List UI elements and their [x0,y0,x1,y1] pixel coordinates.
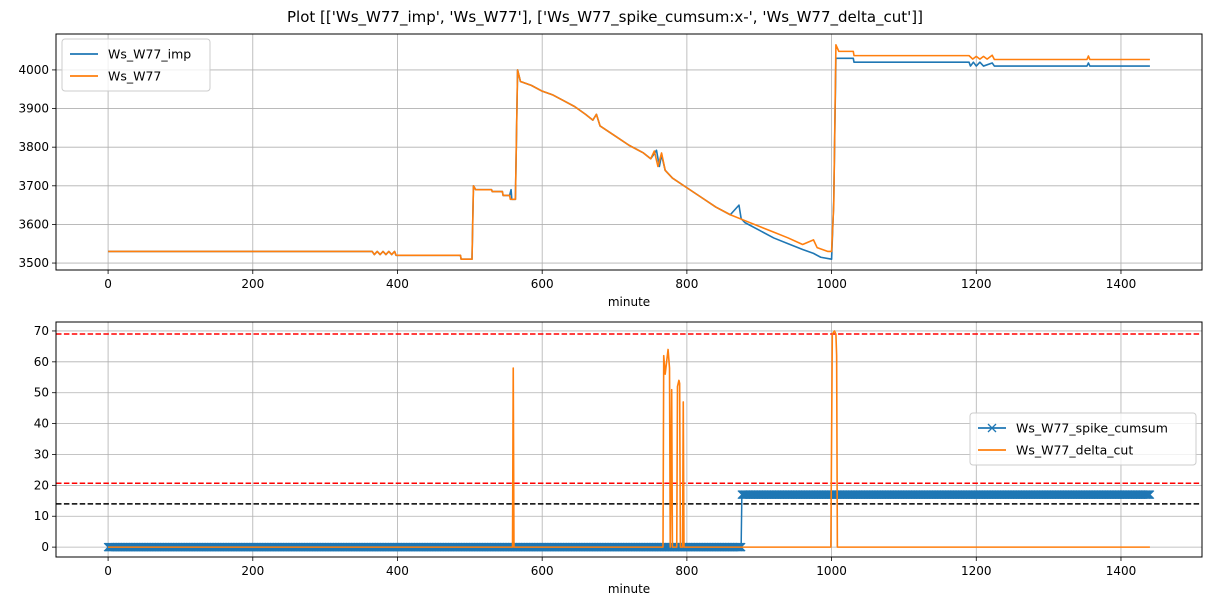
x-tick-label: 600 [531,564,554,578]
series-marker-ws-w77-spike-cumsum [1145,490,1155,500]
legend-label-ws-w77-imp: Ws_W77_imp [108,47,191,62]
series-line-ws-w77 [108,44,1150,260]
x-tick-label: 400 [386,564,409,578]
y-tick-label: 30 [34,447,49,461]
legend-label-ws-w77-delta-cut: Ws_W77_delta_cut [1016,443,1133,458]
bottom-plot: 0 200 400 600 800 1000 1200 1400 0 10 20 30 40 50 60 70… [34,321,1203,596]
top-plot: 0 200 400 600 800 1000 1200 1400 3500 3600 3700 380… [18,33,1203,309]
x-tick-label: 1400 [1106,564,1137,578]
y-tick-label: 70 [34,324,49,338]
y-tick-label: 10 [34,509,49,523]
plot-area [56,330,1202,552]
axes-frame [55,321,1203,558]
x-tick-label: 1000 [816,277,847,291]
y-tick-label: 3600 [18,217,49,231]
y-tick-label: 4000 [18,63,49,77]
series-line-ws-w77-delta-cut [108,330,1150,548]
y-tick-label: 60 [34,355,49,369]
y-tick-label: 3900 [18,102,49,116]
legend-box [61,38,211,92]
legend: Ws_W77_spike_cumsum Ws_W77_delta_cut [969,412,1197,466]
series-line-ws-w77-imp [108,57,1150,260]
x-tick-label: 800 [675,277,698,291]
x-tick-label: 800 [675,564,698,578]
x-tick-label: 1400 [1106,277,1137,291]
x-tick-label: 0 [104,277,112,291]
legend-label-ws-w77-spike-cumsum: Ws_W77_spike_cumsum [1016,421,1168,436]
x-axis-label: minute [608,295,650,309]
axes-frame [55,33,1203,271]
x-tick-label: 600 [531,277,554,291]
x-tick-label: 0 [104,564,112,578]
series-line-ws-w77-spike-cumsum [108,493,1150,548]
x-tick-label: 1200 [961,277,992,291]
y-tick-label: 40 [34,417,49,431]
y-tick-label: 3700 [18,179,49,193]
y-tick-label: 20 [34,478,49,492]
plot-area [108,44,1150,260]
legend: Ws_W77_imp Ws_W77 [61,38,211,92]
x-tick-label: 200 [241,277,264,291]
x-tick-label: 1000 [816,564,847,578]
legend-label-ws-w77: Ws_W77 [108,69,161,84]
y-tick-label: 50 [34,386,49,400]
y-tick-label: 3800 [18,140,49,154]
x-tick-label: 200 [241,564,264,578]
x-axis-label: minute [608,582,650,596]
legend-marker-x-icon [987,423,997,433]
figure-title: Plot [['Ws_W77_imp', 'Ws_W77'], ['Ws_W77… [287,8,923,27]
x-tick-label: 1200 [961,564,992,578]
legend-box [969,412,1197,466]
y-tick-label: 3500 [18,256,49,270]
y-tick-label: 0 [41,540,49,554]
x-tick-label: 400 [386,277,409,291]
